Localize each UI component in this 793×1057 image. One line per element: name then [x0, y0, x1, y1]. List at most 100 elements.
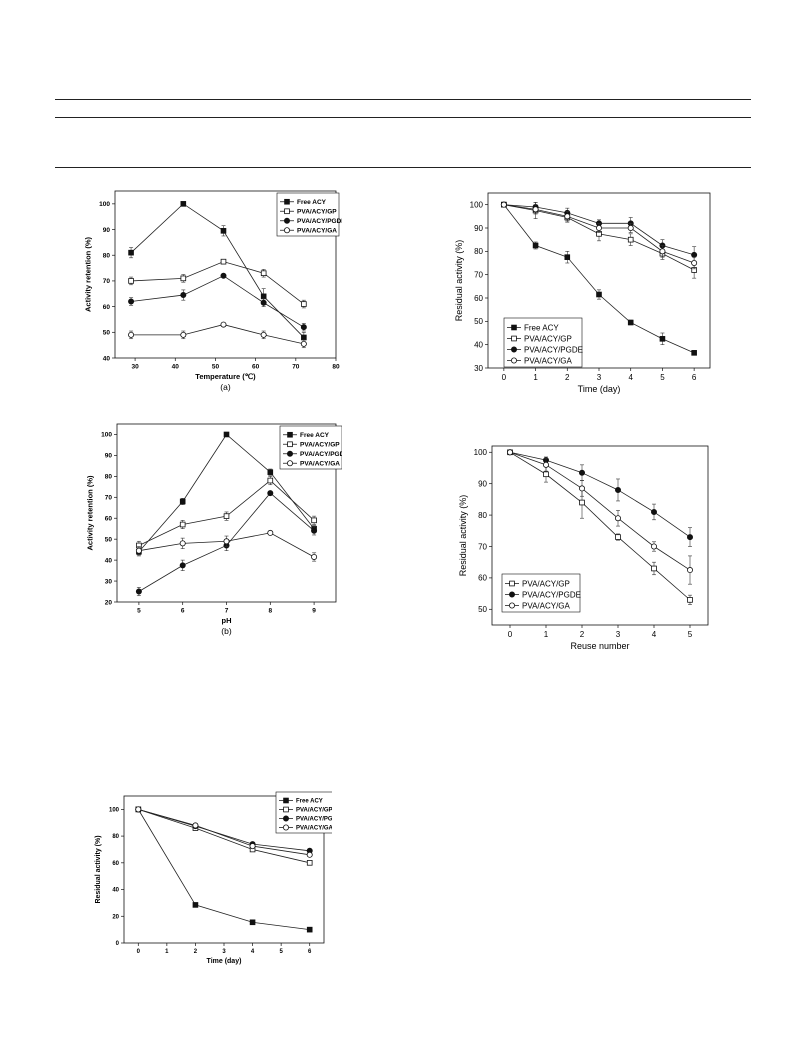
legend-label: PVA/ACY/PGDE: [522, 590, 581, 599]
y-tick-label: 60: [474, 294, 483, 303]
data-point: [564, 254, 571, 260]
data-point: [306, 860, 313, 866]
data-point: [659, 336, 666, 342]
x-axis-label: Reuse number: [570, 641, 629, 651]
data-point: [260, 270, 267, 277]
y-tick-label: 50: [103, 330, 111, 337]
y-axis-label: Activity retention (%): [84, 236, 93, 312]
legend-label: PVA/ACY/GP: [524, 334, 572, 343]
data-point: [267, 490, 274, 497]
y-tick-label: 40: [105, 557, 113, 564]
y-tick-label: 90: [478, 479, 487, 488]
y-tick-label: 50: [478, 605, 487, 614]
y-tick-label: 20: [105, 599, 113, 606]
data-point: [300, 324, 307, 331]
data-point: [615, 534, 621, 540]
legend-label: Free ACY: [296, 799, 323, 805]
plot-frame: [114, 190, 337, 359]
data-point: [686, 534, 693, 541]
y-tick-label: 70: [474, 270, 483, 279]
y-tick-label: 40: [103, 355, 111, 362]
data-point: [249, 919, 256, 926]
data-point: [128, 249, 134, 256]
y-axis-label: Activity retention (%): [86, 475, 95, 551]
data-point: [579, 499, 585, 506]
y-tick-label: 50: [474, 317, 483, 326]
x-tick-label: 5: [688, 630, 693, 639]
x-tick-label: 3: [597, 373, 602, 382]
data-point: [260, 299, 267, 306]
x-tick-label: 4: [628, 373, 633, 382]
data-point: [627, 319, 634, 326]
y-tick-label: 60: [112, 861, 119, 867]
legend-marker: [284, 208, 290, 215]
data-point: [179, 562, 186, 569]
x-tick-label: 6: [692, 373, 697, 382]
legend-label: PVA/ACY/PGDE: [297, 218, 342, 225]
data-point: [311, 553, 318, 560]
data-point: [500, 201, 507, 208]
x-tick-label: 9: [312, 608, 316, 615]
y-tick-label: 80: [112, 834, 119, 840]
legend-label: Free ACY: [300, 432, 330, 439]
panel-label: (b): [221, 626, 232, 636]
temperature-activity-chart: 30 40 50 60 70 80 40 50 60 70 80 90 100 Temperature (…: [84, 190, 342, 392]
legend-marker: [509, 602, 516, 609]
y-tick-label: 40: [112, 888, 119, 894]
legend-marker: [283, 217, 290, 224]
y-tick-label: 80: [474, 247, 483, 256]
legend-label: PVA/ACY/GP: [300, 442, 340, 449]
x-axis-label: Temperature (℃): [195, 372, 256, 381]
x-tick-label: 1: [533, 373, 538, 382]
data-point: [614, 486, 621, 493]
x-tick-label: 5: [660, 373, 665, 382]
legend-marker: [509, 591, 516, 598]
y-tick-label: 100: [99, 201, 110, 208]
x-tick-label: 3: [616, 630, 621, 639]
data-point: [180, 292, 187, 299]
legend-label: PVA/ACY/GA: [524, 356, 573, 365]
data-point: [267, 477, 274, 484]
series-line: [131, 261, 305, 305]
y-tick-label: 60: [105, 516, 113, 523]
x-tick-label: 0: [508, 630, 513, 639]
data-point: [180, 331, 187, 338]
x-tick-label: 70: [292, 364, 300, 371]
x-axis-label: pH: [222, 616, 232, 625]
ph-activity-chart: 5 6 7 8 9 20 30 40 50 60 70 80 90 100 pH Activity reten…: [86, 423, 342, 636]
x-tick-label: 2: [580, 630, 585, 639]
x-tick-label: 2: [565, 373, 570, 382]
legend-marker: [286, 460, 293, 467]
data-point: [260, 293, 267, 300]
y-tick-label: 30: [105, 578, 113, 585]
y-tick-label: 90: [105, 453, 113, 460]
data-point: [659, 248, 666, 255]
data-point: [179, 498, 186, 505]
data-point: [300, 340, 307, 347]
data-point: [223, 538, 230, 545]
y-tick-label: 100: [109, 807, 120, 813]
legend-marker: [509, 580, 515, 587]
y-axis-label: Residual activity (%): [95, 835, 102, 903]
x-tick-label: 1: [165, 949, 169, 955]
legend-box: [503, 317, 583, 368]
x-axis-label: Time (day): [578, 384, 621, 394]
legend-marker: [283, 797, 289, 804]
data-point: [691, 350, 697, 356]
legend-marker: [284, 198, 290, 205]
data-point: [650, 508, 657, 515]
data-point: [691, 260, 698, 267]
y-tick-label: 0: [116, 941, 120, 947]
table-bottom-rule: [55, 167, 751, 168]
data-point: [578, 485, 585, 492]
data-point: [311, 527, 318, 534]
data-point: [687, 597, 693, 603]
x-tick-label: 7: [225, 608, 229, 615]
data-point: [128, 298, 135, 305]
data-point: [223, 513, 230, 519]
series-line: [509, 451, 691, 538]
legend-label: PVA/ACY/GA: [300, 461, 340, 468]
data-point: [135, 588, 142, 595]
data-point: [301, 334, 307, 341]
x-tick-label: 8: [268, 608, 272, 615]
